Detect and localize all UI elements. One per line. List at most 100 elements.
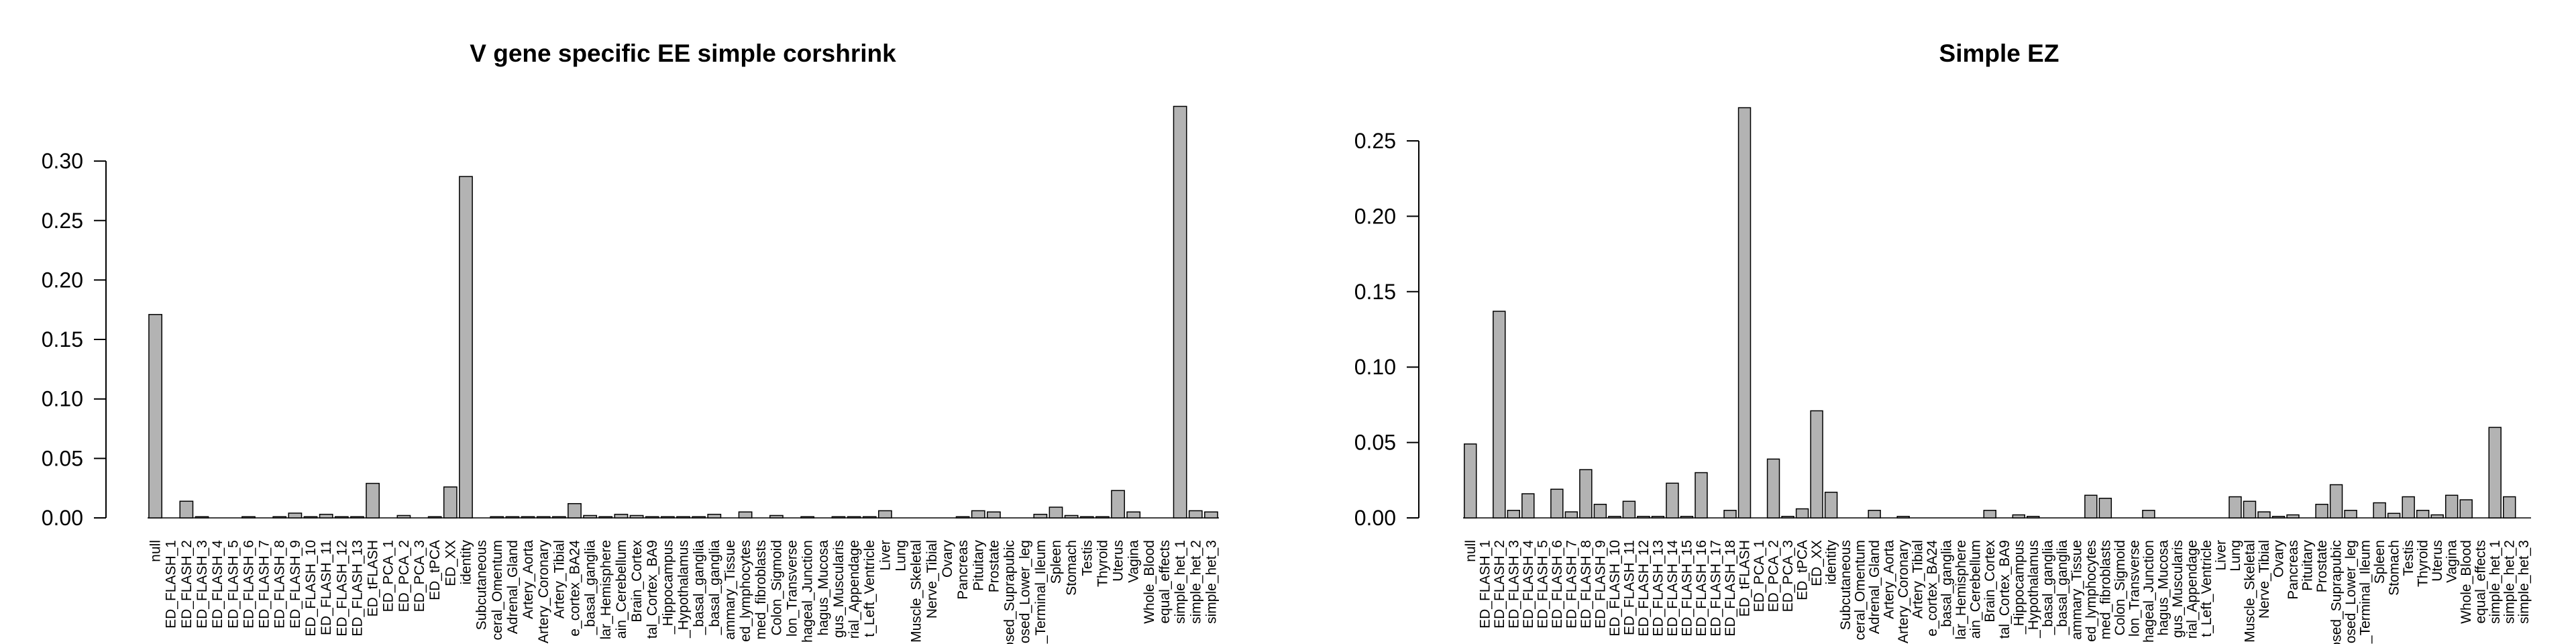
bar bbox=[288, 513, 303, 519]
y-tick-label: 0.25 bbox=[1354, 129, 1396, 153]
bar bbox=[396, 515, 411, 519]
bar bbox=[2257, 511, 2271, 519]
x-tick-label: _Terminal_Ileum bbox=[2358, 540, 2373, 644]
x-tick-label: ED_FLASH_17 bbox=[1708, 540, 1723, 637]
x-tick-label: ED_FLASH_7 bbox=[257, 540, 272, 629]
bar bbox=[2315, 504, 2328, 519]
x-tick-label: ED_FLASH_18 bbox=[1723, 540, 1738, 637]
x-tick-label: hageal_Junction bbox=[2141, 540, 2157, 643]
x-tick-label: ED_FLASH_15 bbox=[1679, 540, 1695, 637]
x-tick-label: Whole_Blood bbox=[1142, 540, 1157, 624]
x-tick-label: ED_FLASH_14 bbox=[1665, 540, 1680, 637]
y-tick-label: 0.20 bbox=[1354, 204, 1396, 228]
x-tick-label: _Hippocampus bbox=[660, 540, 676, 635]
x-tick-label: t_Left_Ventricle bbox=[2199, 540, 2214, 637]
bar bbox=[490, 516, 504, 519]
bar bbox=[1507, 510, 1521, 519]
bar bbox=[2402, 496, 2415, 519]
x-tick-label: Muscle_Skeletal bbox=[909, 540, 924, 643]
bar bbox=[769, 515, 784, 519]
bar bbox=[1723, 510, 1737, 519]
bar bbox=[350, 516, 364, 519]
x-tick-label: null bbox=[148, 540, 164, 562]
bar bbox=[800, 516, 815, 519]
bar bbox=[2445, 494, 2459, 519]
x-tick-label: ED_FLASH_11 bbox=[1621, 540, 1637, 635]
x-tick-label: _Hypothalamus bbox=[676, 540, 692, 639]
x-tick-label: Adrenal_Gland bbox=[505, 540, 521, 634]
x-tick-label: Adrenal_Gland bbox=[1867, 540, 1882, 634]
x-tick-label: hageal_Junction bbox=[800, 540, 816, 643]
bar bbox=[2503, 496, 2516, 519]
x-tick-label: Testis bbox=[1079, 540, 1095, 576]
bar bbox=[1983, 510, 1996, 519]
x-tick-label: Subcutaneous bbox=[474, 540, 490, 630]
bar bbox=[598, 516, 613, 519]
y-tick-label: 0.15 bbox=[1354, 280, 1396, 304]
y-tick-label: 0.00 bbox=[1354, 506, 1396, 530]
y-tick-label: 0.15 bbox=[42, 327, 83, 352]
x-tick-label: ED_FLASH_4 bbox=[210, 540, 225, 629]
x-tick-label: ED_PCA_3 bbox=[1780, 540, 1796, 612]
x-tick-label: simple_het_1 bbox=[1173, 540, 1188, 624]
bar bbox=[319, 513, 333, 519]
x-tick-label: osed_Suprapubic bbox=[1002, 540, 1018, 644]
x-tick-label: ammary_Tissue bbox=[2069, 540, 2084, 640]
bar bbox=[1188, 510, 1203, 519]
x-tick-label: t_Left_Ventricle bbox=[862, 540, 877, 637]
x-tick-label: Subcutaneous bbox=[1838, 540, 1854, 630]
x-tick-label: Pancreas bbox=[955, 540, 971, 600]
x-tick-label: Colon_Sigmoid bbox=[769, 540, 784, 635]
x-tick-label: osed_Suprapubic bbox=[2329, 540, 2345, 644]
bar bbox=[1593, 504, 1607, 519]
x-tick-label: Stomach bbox=[1064, 540, 1079, 596]
bar bbox=[1896, 516, 1910, 519]
bar bbox=[847, 516, 861, 519]
bar bbox=[195, 516, 209, 519]
bar bbox=[148, 314, 162, 519]
x-tick-label: ED_tFLASH bbox=[1737, 540, 1753, 616]
bar bbox=[1680, 516, 1694, 519]
x-tick-label: ED_FLASH_10 bbox=[303, 540, 319, 637]
x-tick-label: Pituitary bbox=[2300, 540, 2316, 591]
x-tick-label: Artery_Coronary bbox=[536, 540, 551, 644]
x-tick-label: ED_tFLASH bbox=[366, 540, 381, 616]
x-tick-label: gus_Muscularis bbox=[831, 540, 847, 638]
x-tick-label: Artery_Coronary bbox=[1896, 540, 1911, 644]
bar bbox=[1622, 500, 1636, 519]
bar bbox=[505, 516, 520, 519]
x-tick-label: ED_FLASH_3 bbox=[195, 540, 210, 629]
bar bbox=[692, 516, 706, 519]
bar bbox=[1766, 458, 1780, 519]
x-tick-label: Nerve_Tibial bbox=[924, 540, 940, 619]
y-tick-label: 0.20 bbox=[42, 268, 83, 292]
x-tick-label: ED_FLASH_8 bbox=[1578, 540, 1594, 629]
bar bbox=[831, 516, 846, 519]
bar bbox=[1464, 443, 1477, 519]
bar bbox=[334, 516, 349, 519]
x-tick-label: ED_PCA_1 bbox=[1752, 540, 1767, 612]
x-tick-label: Lung bbox=[2228, 540, 2243, 572]
bar bbox=[2271, 516, 2286, 519]
x-tick-label: Spleen bbox=[1049, 540, 1064, 584]
bar bbox=[568, 502, 582, 519]
bar bbox=[1824, 492, 1838, 519]
x-tick-label: ED_FLASH_6 bbox=[1550, 540, 1565, 629]
x-tick-label: ED_PCA_1 bbox=[381, 540, 396, 612]
bar bbox=[2027, 516, 2040, 519]
bar bbox=[1095, 516, 1110, 519]
bar bbox=[1493, 311, 1506, 519]
x-tick-label: rial_Appendage bbox=[2184, 540, 2200, 639]
bar bbox=[1579, 469, 1593, 519]
x-tick-label: ED_FLASH_10 bbox=[1607, 540, 1623, 637]
x-tick-label: ED_FLASH_4 bbox=[1521, 540, 1536, 629]
x-tick-label: Artery_Aorta bbox=[1882, 540, 1897, 619]
x-tick-label: Prostate bbox=[2314, 540, 2330, 592]
chart-title: V gene specific EE simple corshrink bbox=[470, 40, 896, 67]
bar bbox=[2430, 514, 2444, 519]
x-tick-label: rial_Appendage bbox=[847, 540, 862, 639]
bar bbox=[521, 516, 535, 519]
bar bbox=[1033, 513, 1048, 519]
x-tick-label: Artery_Tibial bbox=[551, 540, 567, 619]
x-tick-label: ED_FLASH_1 bbox=[164, 540, 179, 629]
